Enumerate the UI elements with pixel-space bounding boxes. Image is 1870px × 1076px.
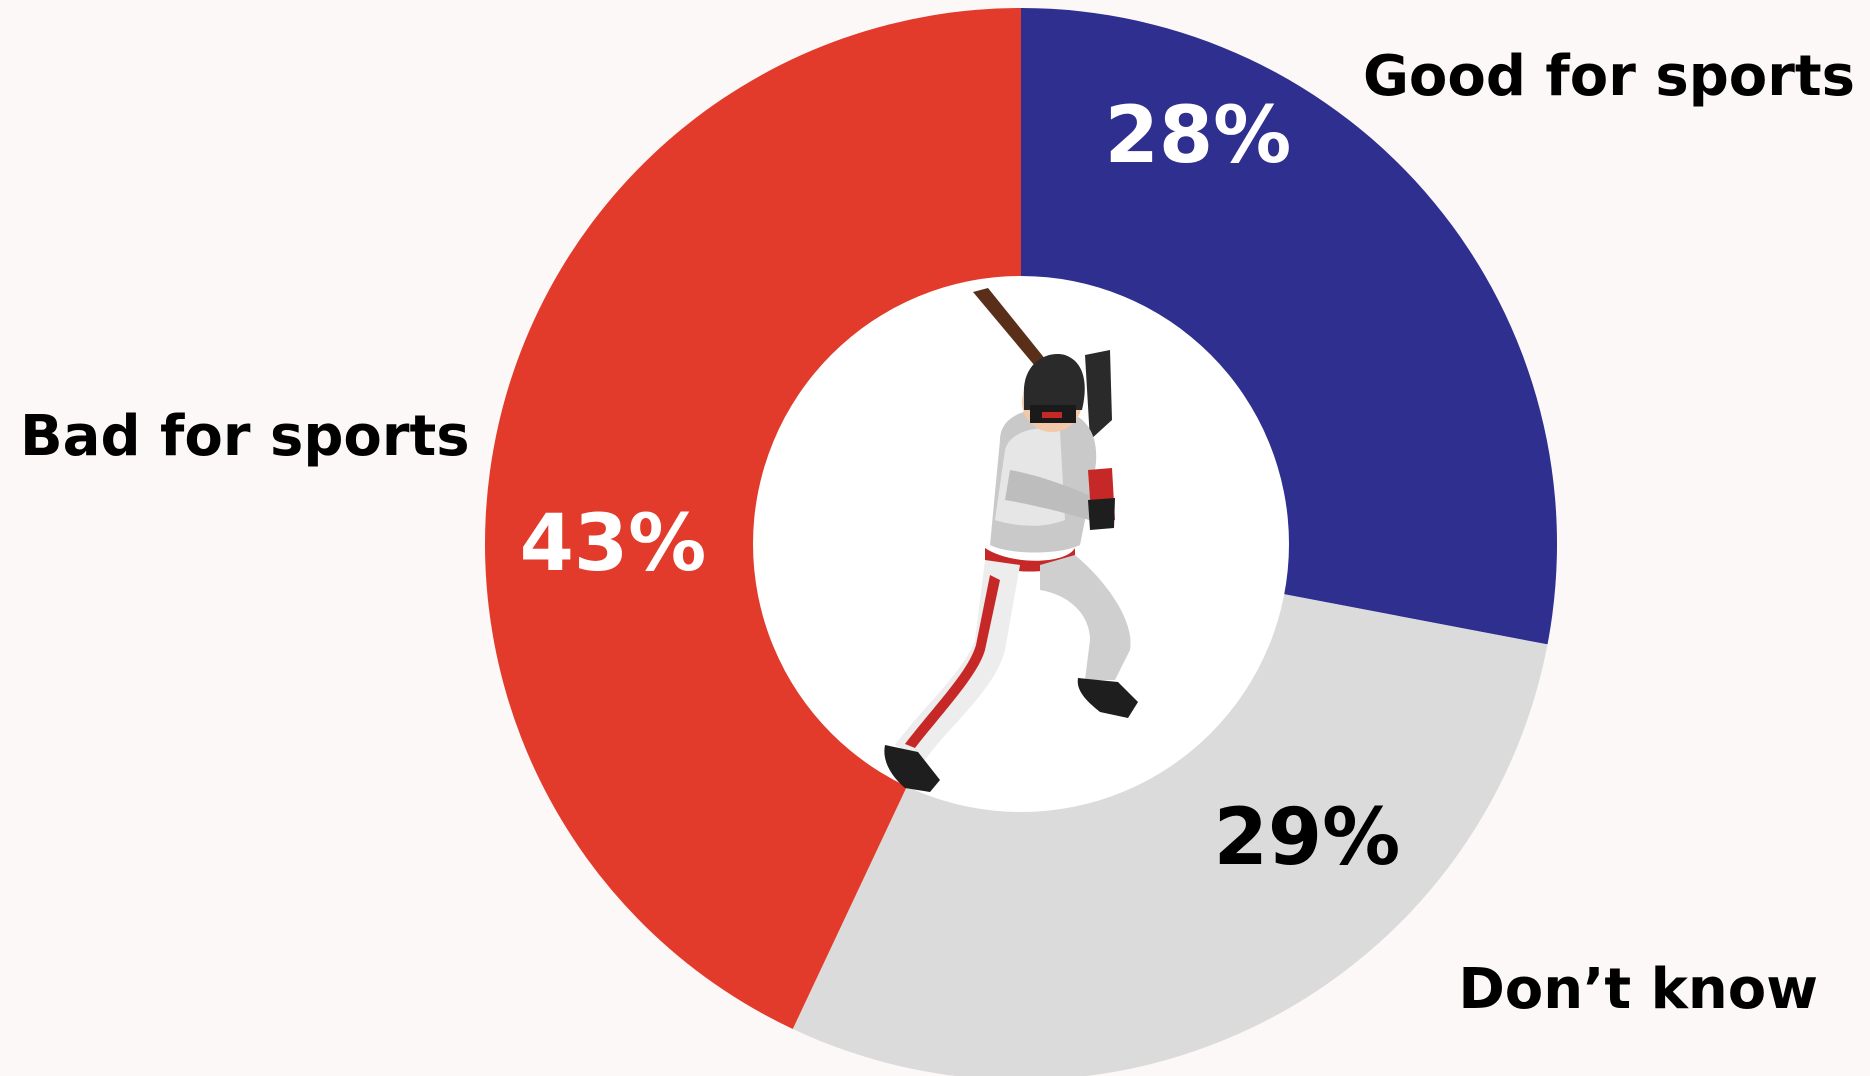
label-bad-for-sports: Bad for sports bbox=[20, 404, 470, 469]
label-good-for-sports: Good for sports bbox=[1363, 44, 1855, 109]
label-dont-know: Don’t know bbox=[1458, 957, 1818, 1022]
value-good-for-sports: 28% bbox=[1105, 91, 1292, 181]
value-bad-for-sports: 43% bbox=[520, 499, 707, 589]
value-dont-know: 29% bbox=[1214, 793, 1401, 883]
